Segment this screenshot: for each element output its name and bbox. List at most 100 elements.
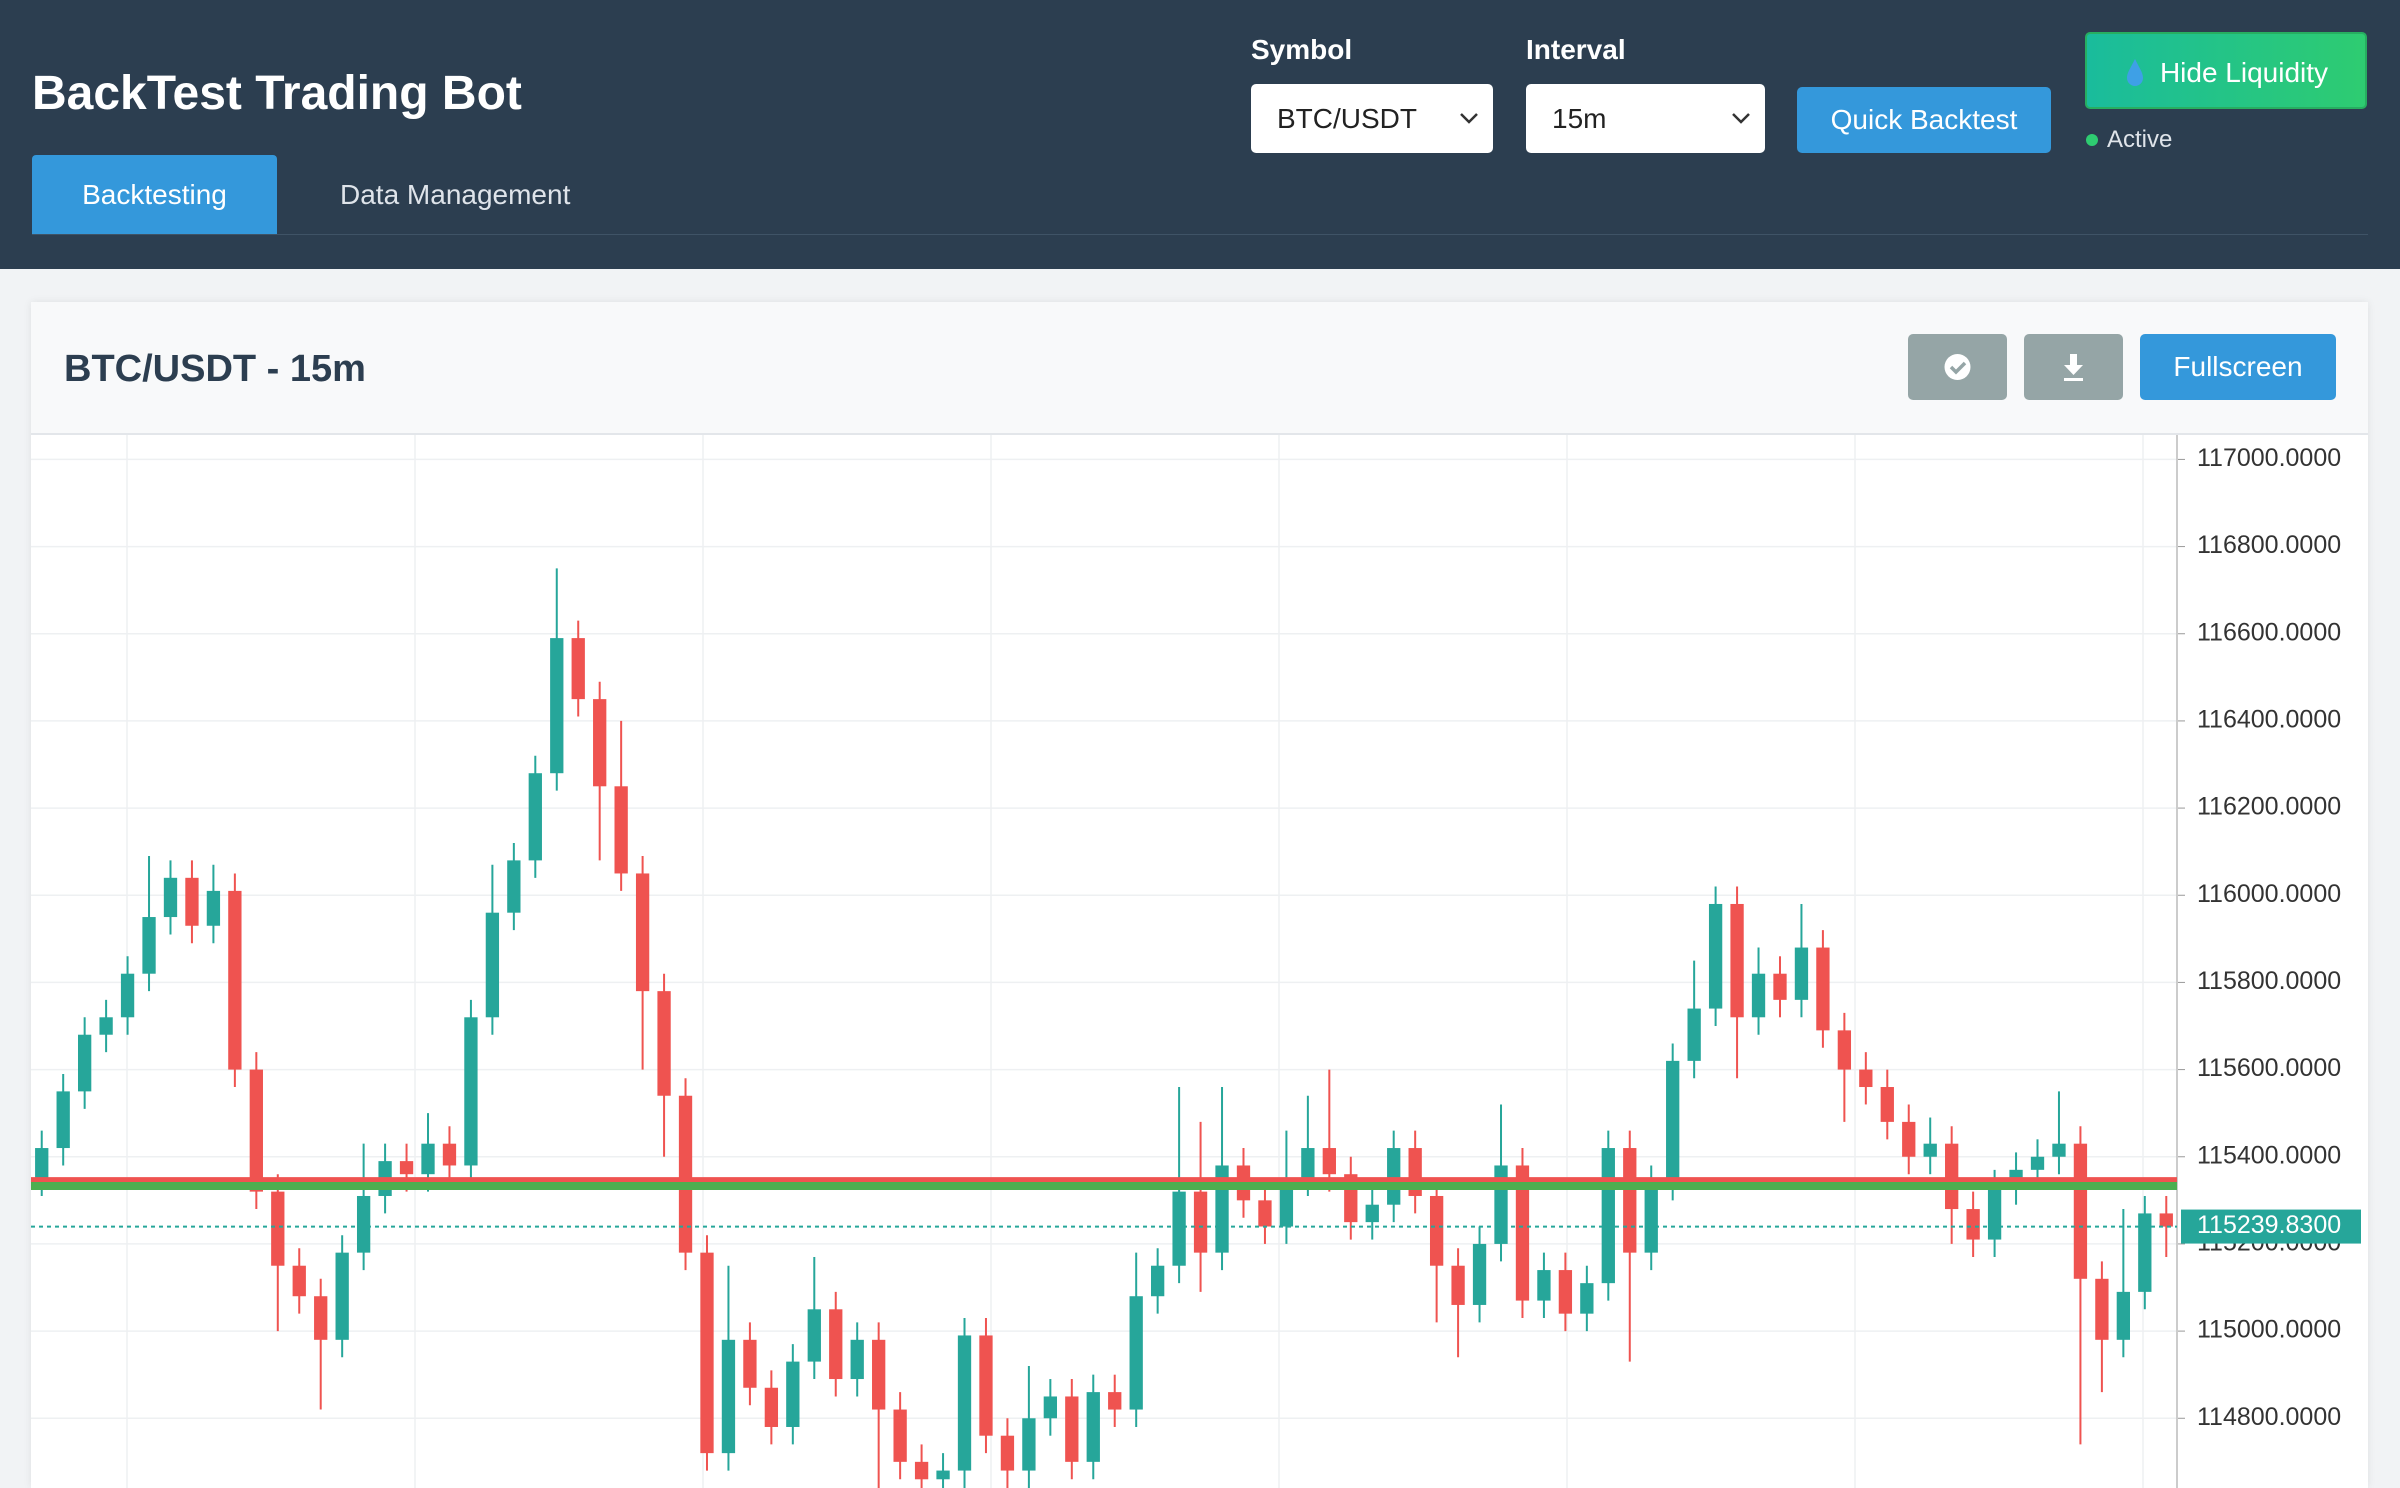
candle-body (1365, 1204, 1379, 1223)
hide-liquidity-button[interactable]: Hide Liquidity (2085, 32, 2367, 109)
candle-body (206, 890, 221, 926)
chevron (1460, 113, 1478, 124)
y-tick-label: 114800.0000 (2197, 1403, 2341, 1431)
candle-body (1945, 1143, 1959, 1210)
candle-body (936, 1470, 950, 1480)
candle-body (893, 1409, 907, 1462)
candle-body (1816, 947, 1830, 1031)
candle-body (228, 890, 242, 1070)
y-tick-label: 115400.0000 (2197, 1141, 2341, 1169)
symbol-label: Symbol (1251, 34, 1353, 65)
download-icon (2064, 354, 2083, 381)
hide-liquidity-label: Hide Liquidity (2159, 57, 2329, 88)
candle-body (1193, 1191, 1208, 1253)
candle-body (1966, 1209, 1980, 1240)
candle-body (99, 1017, 113, 1035)
candle-body (571, 638, 585, 700)
candle-body (1322, 1148, 1336, 1175)
candle-body (142, 917, 156, 974)
quick-backtest-button[interactable]: Quick Backtest (1797, 87, 2051, 153)
candle-body (872, 1339, 886, 1410)
tab-backtesting[interactable]: Backtesting (32, 155, 277, 234)
candle-body (2073, 1143, 2088, 1279)
candle-body (2052, 1143, 2066, 1157)
candle-body (1794, 947, 1809, 1000)
candle-body (550, 638, 564, 774)
symbol-value: BTC/USDT (1277, 103, 1417, 134)
candle-body (1451, 1265, 1465, 1305)
candle-body (721, 1339, 736, 1454)
candle-body (914, 1461, 929, 1480)
candle-body (1601, 1148, 1615, 1284)
tab-divider (32, 234, 2368, 235)
candle-body (829, 1309, 843, 1380)
candle-body (421, 1143, 435, 1175)
candle-body (2095, 1278, 2109, 1340)
candle-body (2116, 1291, 2131, 1340)
chart-card-header (31, 302, 2368, 435)
candle-body (1837, 1030, 1852, 1070)
candle-body (1902, 1121, 1916, 1157)
candle-body (1429, 1195, 1444, 1266)
candle-body (399, 1161, 414, 1175)
candle-body (314, 1296, 328, 1340)
candle-body (1043, 1396, 1058, 1419)
candle-body (249, 1069, 263, 1192)
check-button[interactable] (1908, 334, 2007, 400)
candle-body (1086, 1392, 1100, 1462)
candle-body (1537, 1270, 1551, 1301)
interval-label: Interval (1526, 34, 1626, 65)
y-tick-label: 116200.0000 (2197, 793, 2341, 821)
candle-body (1279, 1178, 1294, 1227)
candle-body (485, 912, 500, 1018)
y-tick-label: 116400.0000 (2197, 706, 2341, 734)
y-tick-label: 117000.0000 (2197, 444, 2341, 472)
last-price-box (2181, 1209, 2361, 1244)
candle-body (1666, 1060, 1680, 1183)
interval-value: 15m (1552, 103, 1607, 134)
candle-body (807, 1309, 821, 1362)
candle-body (185, 877, 199, 926)
y-tick-label: 116800.0000 (2197, 531, 2341, 559)
candle-body (1065, 1396, 1079, 1462)
candlestick-chart: 114800.0000115000.0000115200.0000115400.… (31, 435, 2361, 1488)
candle-body (120, 973, 135, 1018)
tab-data-management[interactable]: Data Management (340, 179, 571, 210)
y-tick-label: 115600.0000 (2197, 1054, 2341, 1082)
candle-body (614, 786, 628, 874)
drop-icon (2126, 59, 2143, 86)
candle-body (271, 1191, 285, 1266)
chart-title: BTC/USDT - 15m (64, 348, 366, 390)
candle-body (464, 1017, 478, 1166)
y-tick-label: 115800.0000 (2197, 967, 2341, 995)
candle-body (1708, 903, 1723, 1009)
download-button[interactable] (2024, 334, 2123, 400)
interval-select[interactable]: 15m (1526, 84, 1765, 153)
candle-body (1880, 1087, 1894, 1122)
candle-body (1644, 1182, 1658, 1253)
candle-body (35, 1148, 49, 1179)
candle-body (356, 1195, 371, 1253)
candle-body (1387, 1148, 1401, 1205)
candle-body (743, 1339, 757, 1388)
candle-body (163, 877, 178, 918)
fullscreen-button[interactable]: Fullscreen (2140, 334, 2336, 400)
candle-body (1108, 1392, 1122, 1410)
candle-body (1301, 1148, 1315, 1179)
candle-body (635, 873, 650, 992)
candle-body (1150, 1265, 1165, 1297)
symbol-select[interactable]: BTC/USDT (1251, 84, 1493, 153)
candle-body (56, 1091, 70, 1149)
last-price-label: 115239.8300 (2197, 1211, 2341, 1239)
check-icon (1944, 354, 1971, 380)
chevron (1732, 113, 1750, 124)
candle-body (1773, 973, 1787, 1000)
candle-body (786, 1361, 800, 1427)
candle-body (678, 1095, 693, 1253)
status-dot (2086, 134, 2098, 146)
status-text: Active (2107, 126, 2173, 153)
candle-body (764, 1387, 779, 1427)
candle-body (1258, 1200, 1272, 1227)
candle-body (335, 1252, 349, 1340)
plot (31, 568, 2177, 1488)
